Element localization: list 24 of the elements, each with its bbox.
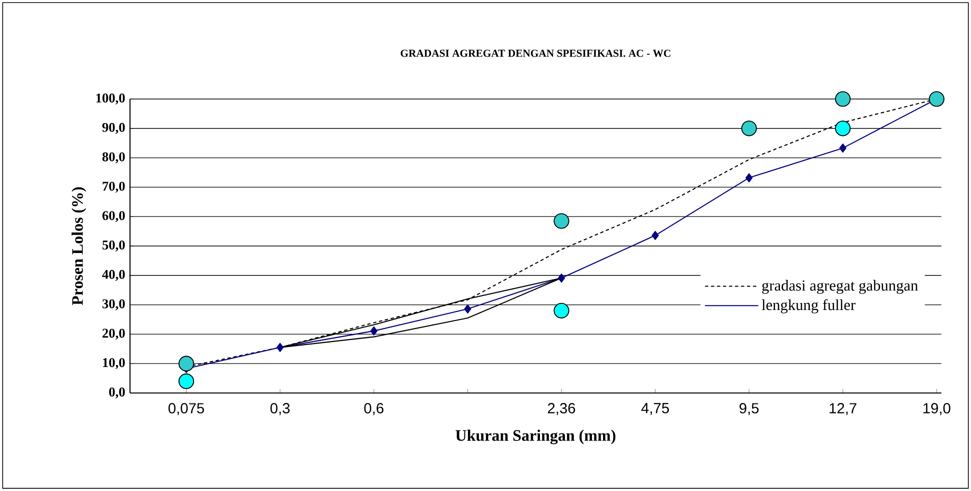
y-tick-label: 10,0 [103, 358, 125, 370]
y-tick-label: 40,0 [102, 270, 125, 281]
y-tick-label: 60,0 [102, 211, 125, 222]
y-tick-label: 20,0 [102, 328, 125, 340]
x-tick-label: 19,0 [923, 403, 950, 416]
y-axis-title: Prosen Lolos (%) [72, 187, 86, 306]
y-tick-label: 70,0 [102, 182, 125, 193]
legend-label: gradasi agregat gabungan [762, 280, 918, 294]
x-tick-label: 12,7 [830, 403, 856, 416]
y-tick-label: 50,0 [102, 240, 125, 252]
x-tick-label: 0,6 [364, 403, 384, 416]
x-tick-label: 9,5 [740, 403, 759, 416]
y-tick-label: 90,0 [102, 122, 125, 134]
legend-label: lengkung fuller [762, 299, 856, 314]
y-tick-label: 0,0 [109, 388, 125, 398]
x-tick-label: 0,075 [168, 403, 204, 416]
y-tick-label: 80,0 [102, 152, 125, 164]
y-tick-label: 100,0 [96, 94, 125, 104]
x-tick-label: 2,36 [548, 403, 576, 416]
chart-title: GRADASI AGREGAT DENGAN SPESIFIKASI. AC - WC [400, 50, 670, 57]
y-tick-label: 30,0 [102, 299, 125, 310]
x-tick-label: 0,3 [270, 403, 290, 416]
x-tick-label: 4,75 [641, 403, 669, 415]
x-axis-title: Ukuran Saringan (mm) [456, 430, 616, 444]
